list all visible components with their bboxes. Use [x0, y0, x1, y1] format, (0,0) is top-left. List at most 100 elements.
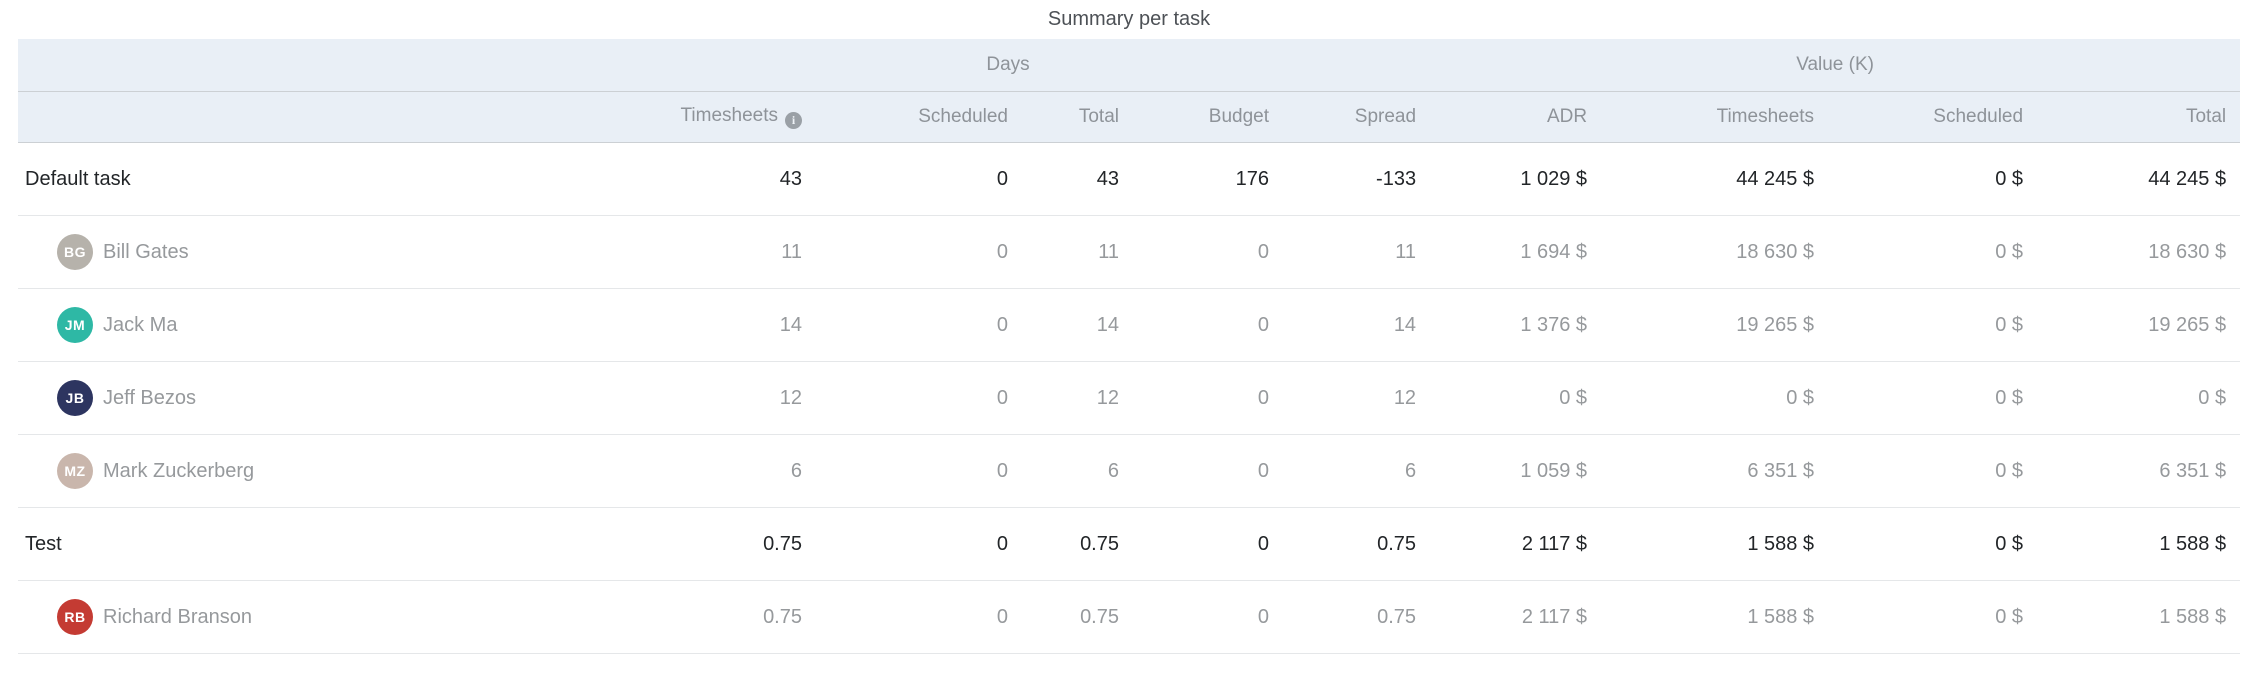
- column-header-scheduled-days: Scheduled: [816, 91, 1022, 143]
- person-name-cell: JM Jack Ma: [25, 307, 586, 343]
- cell-total-days: 11: [1022, 215, 1133, 289]
- cell-total-days: 14: [1022, 288, 1133, 362]
- cell-spread: 14: [1283, 288, 1431, 362]
- column-header-total-days: Total: [1022, 91, 1133, 143]
- task-name: Default task: [18, 142, 586, 216]
- avatar: JM: [57, 307, 93, 343]
- cell-timesheets-days: 43: [586, 142, 816, 216]
- cell-budget: 0: [1133, 215, 1283, 289]
- cell-spread: 0.75: [1283, 580, 1431, 654]
- cell-budget: 0: [1133, 361, 1283, 435]
- column-header-adr: ADR: [1430, 91, 1602, 143]
- cell-adr: 1 059 $: [1430, 434, 1602, 508]
- table-row-person[interactable]: RB Richard Branson 0.75 0 0.75 0 0.75 2 …: [18, 580, 2241, 654]
- cell-adr: 2 117 $: [1430, 507, 1602, 581]
- person-name: Bill Gates: [103, 240, 189, 263]
- person-name: Jack Ma: [103, 313, 178, 336]
- cell-timesheets-days: 0.75: [586, 580, 816, 654]
- cell-budget: 176: [1133, 142, 1283, 216]
- group-header-row: Days Value (K): [18, 39, 2241, 92]
- page-title: Summary per task: [1047, 8, 1211, 30]
- group-header-value: Value (K): [1430, 39, 2241, 92]
- column-header-spread: Spread: [1283, 91, 1431, 143]
- summary-table: Days Value (K) Timesheets i Scheduled Tot…: [18, 39, 2241, 654]
- cell-spread: 11: [1283, 215, 1431, 289]
- cell-scheduled-days: 0: [816, 288, 1022, 362]
- cell-timesheets-value: 1 588 $: [1601, 507, 1829, 581]
- table-row-person[interactable]: JM Jack Ma 14 0 14 0 14 1 376 $ 19 265 $…: [18, 288, 2241, 362]
- cell-timesheets-days: 12: [586, 361, 816, 435]
- person-name: Richard Branson: [103, 605, 252, 628]
- group-header-days: Days: [586, 39, 1431, 92]
- cell-spread: -133: [1283, 142, 1431, 216]
- cell-total-value: 18 630 $: [2037, 215, 2241, 289]
- group-header-empty: [18, 39, 586, 92]
- cell-total-days: 0.75: [1022, 507, 1133, 581]
- cell-total-value: 6 351 $: [2037, 434, 2241, 508]
- cell-timesheets-value: 6 351 $: [1601, 434, 1829, 508]
- table-row-person[interactable]: BG Bill Gates 11 0 11 0 11 1 694 $ 18 63…: [18, 215, 2241, 289]
- avatar: BG: [57, 234, 93, 270]
- table-row-person[interactable]: MZ Mark Zuckerberg 6 0 6 0 6 1 059 $ 6 3…: [18, 434, 2241, 508]
- cell-timesheets-value: 44 245 $: [1601, 142, 1829, 216]
- cell-total-days: 6: [1022, 434, 1133, 508]
- cell-timesheets-value: 19 265 $: [1601, 288, 1829, 362]
- person-name-cell: MZ Mark Zuckerberg: [25, 453, 586, 489]
- task-name: Test: [18, 507, 586, 581]
- cell-scheduled-days: 0: [816, 361, 1022, 435]
- cell-spread: 0.75: [1283, 507, 1431, 581]
- cell-scheduled-days: 0: [816, 434, 1022, 508]
- cell-scheduled-value: 0 $: [1828, 361, 2038, 435]
- cell-total-days: 0.75: [1022, 580, 1133, 654]
- cell-scheduled-days: 0: [816, 142, 1022, 216]
- cell-total-value: 0 $: [2037, 361, 2241, 435]
- cell-timesheets-days: 14: [586, 288, 816, 362]
- avatar: MZ: [57, 453, 93, 489]
- column-header-row: Timesheets i Scheduled Total Budget Sprea…: [18, 91, 2241, 143]
- cell-adr: 1 694 $: [1430, 215, 1602, 289]
- cell-timesheets-days: 6: [586, 434, 816, 508]
- column-header-timesheets-value: Timesheets: [1601, 91, 1829, 143]
- cell-timesheets-days: 11: [586, 215, 816, 289]
- cell-timesheets-value: 1 588 $: [1601, 580, 1829, 654]
- cell-scheduled-value: 0 $: [1828, 580, 2038, 654]
- cell-adr: 2 117 $: [1430, 580, 1602, 654]
- cell-scheduled-value: 0 $: [1828, 288, 2038, 362]
- cell-scheduled-value: 0 $: [1828, 215, 2038, 289]
- column-header-scheduled-value: Scheduled: [1828, 91, 2038, 143]
- column-header-budget: Budget: [1133, 91, 1283, 143]
- table-row-task[interactable]: Default task 43 0 43 176 -133 1 029 $ 44…: [18, 142, 2241, 216]
- person-name: Mark Zuckerberg: [103, 459, 255, 482]
- cell-scheduled-days: 0: [816, 507, 1022, 581]
- cell-budget: 0: [1133, 434, 1283, 508]
- cell-total-value: 1 588 $: [2037, 507, 2241, 581]
- cell-budget: 0: [1133, 288, 1283, 362]
- cell-total-days: 43: [1022, 142, 1133, 216]
- cell-spread: 12: [1283, 361, 1431, 435]
- cell-scheduled-value: 0 $: [1828, 434, 2038, 508]
- cell-spread: 6: [1283, 434, 1431, 508]
- cell-scheduled-days: 0: [816, 215, 1022, 289]
- person-name-cell: BG Bill Gates: [25, 234, 586, 270]
- person-name-cell: JB Jeff Bezos: [25, 380, 586, 416]
- cell-adr: 1 376 $: [1430, 288, 1602, 362]
- cell-total-value: 44 245 $: [2037, 142, 2241, 216]
- cell-scheduled-days: 0: [816, 580, 1022, 654]
- cell-timesheets-days: 0.75: [586, 507, 816, 581]
- cell-budget: 0: [1133, 507, 1283, 581]
- cell-total-days: 12: [1022, 361, 1133, 435]
- cell-total-value: 1 588 $: [2037, 580, 2241, 654]
- cell-scheduled-value: 0 $: [1828, 142, 2038, 216]
- avatar: JB: [57, 380, 93, 416]
- table-row-person[interactable]: JB Jeff Bezos 12 0 12 0 12 0 $ 0 $ 0 $ 0…: [18, 361, 2241, 435]
- info-icon[interactable]: i: [785, 111, 802, 129]
- person-name-cell: RB Richard Branson: [25, 599, 586, 635]
- cell-timesheets-value: 0 $: [1601, 361, 1829, 435]
- cell-scheduled-value: 0 $: [1828, 507, 2038, 581]
- table-row-task[interactable]: Test 0.75 0 0.75 0 0.75 2 117 $ 1 588 $ …: [18, 507, 2241, 581]
- cell-total-value: 19 265 $: [2037, 288, 2241, 362]
- avatar: RB: [57, 599, 93, 635]
- cell-budget: 0: [1133, 580, 1283, 654]
- column-header-total-value: Total: [2037, 91, 2241, 143]
- column-header-name: [18, 91, 586, 143]
